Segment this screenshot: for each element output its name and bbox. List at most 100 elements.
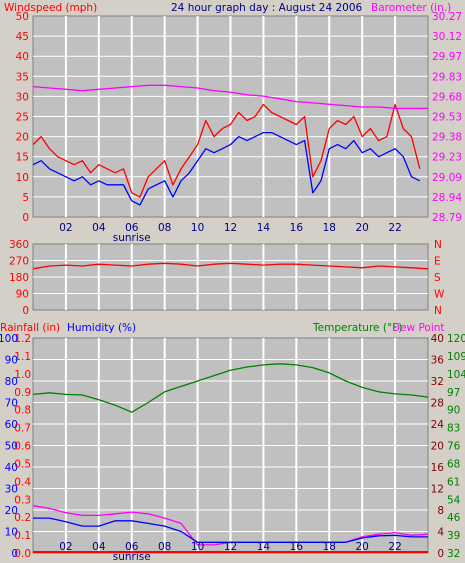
humidity-tick-5: 50 (5, 441, 18, 453)
hour-tick-labels-bottom: 02 04 06 08 10 12 14 16 18 20 22 (59, 541, 402, 553)
temperature-c-tick-9: 36 (431, 355, 445, 367)
compass-tick-1: W (434, 289, 445, 301)
temperature-f-tick-0: 32 (447, 548, 460, 560)
wind-series (32, 84, 428, 206)
temperature-f-tick-11: 109 (447, 351, 465, 363)
temperature-c-tick-8: 32 (431, 376, 444, 388)
rain-humidity-temperature-series (32, 363, 429, 553)
hour-tick-04: 04 (92, 541, 106, 553)
humidity-tick-1: 10 (5, 527, 18, 539)
temperature-f-tick-10: 104 (447, 369, 465, 381)
compass-tick-4: N (434, 239, 442, 251)
barometer-tick-1: 28.94 (432, 192, 462, 204)
wind-gust-line (32, 103, 421, 198)
temperature-c-tick-7: 28 (431, 398, 444, 410)
windspeed-tick-6: 30 (16, 91, 29, 103)
barometer-tick-labels: 28.79 28.94 29.09 29.23 29.38 29.53 29.68 29.83… (432, 11, 462, 224)
hour-tick-14: 14 (257, 222, 271, 234)
hour-tick-16: 16 (290, 222, 304, 234)
windspeed-tick-1: 5 (22, 192, 29, 204)
temperature-f-tick-4: 61 (447, 476, 460, 488)
hour-tick-02: 02 (59, 541, 72, 553)
windspeed-tick-10: 50 (16, 11, 29, 23)
rainfall-tick-4: 0.4 (14, 476, 31, 488)
temperature-c-tick-3: 12 (431, 484, 444, 496)
direction-series (32, 262, 429, 270)
direction-tick-0: 0 (22, 305, 29, 317)
windspeed-label: Windspeed (mph) (4, 2, 97, 14)
temperature-f-tick-8: 90 (447, 405, 460, 417)
barometer-line (32, 84, 428, 110)
direction-tick-3: 270 (9, 256, 29, 268)
rain-humidity-temperature-gridlines (33, 338, 428, 553)
windspeed-tick-7: 35 (16, 71, 29, 83)
temperature-c-tick-10: 40 (431, 333, 444, 345)
hour-tick-20: 20 (355, 222, 368, 234)
temperature-c-tick-4: 16 (431, 462, 445, 474)
rainfall-tick-11: 1.1 (14, 351, 31, 363)
hour-tick-02: 02 (59, 222, 72, 234)
barometer-tick-4: 29.38 (432, 132, 462, 144)
temperature-f-tick-5: 68 (447, 458, 460, 470)
humidity-tick-8: 80 (5, 376, 18, 388)
rainfall-tick-5: 0.5 (14, 458, 31, 470)
temperature-c-tick-2: 8 (437, 505, 444, 517)
direction-degree-tick-labels: 0 90 180 270 360 (9, 239, 29, 317)
humidity-tick-3: 30 (5, 484, 18, 496)
windspeed-tick-8: 40 (16, 51, 29, 63)
windspeed-tick-labels: 0 5 10 15 20 25 30 35 40 45 50 (16, 11, 29, 224)
sunrise-label-bottom: sunrise (113, 551, 151, 563)
hour-tick-20: 20 (355, 541, 368, 553)
hour-tick-14: 14 (257, 541, 271, 553)
temperature-c-tick-1: 4 (437, 527, 444, 539)
wind-average-line (32, 131, 421, 206)
rainfall-tick-8: 0.8 (14, 405, 31, 417)
humidity-tick-7: 70 (5, 398, 18, 410)
rainfall-tick-12: 1.2 (14, 333, 31, 345)
hour-tick-12: 12 (224, 222, 237, 234)
windspeed-tick-3: 15 (16, 152, 29, 164)
windspeed-tick-2: 10 (16, 172, 29, 184)
hour-tick-18: 18 (323, 541, 336, 553)
hour-tick-16: 16 (290, 541, 304, 553)
direction-tick-4: 360 (9, 239, 29, 251)
temperature-celsius-tick-labels: 0 4 8 12 16 20 24 28 32 36 40 (431, 333, 445, 560)
barometer-tick-9: 30.12 (432, 31, 462, 43)
temperature-f-tick-2: 46 (447, 512, 461, 524)
barometer-tick-0: 28.79 (432, 212, 462, 224)
temperature-f-tick-1: 39 (447, 530, 460, 542)
rainfall-tick-10: 1.0 (14, 369, 31, 381)
rainfall-tick-2: 0.2 (14, 512, 31, 524)
barometer-tick-3: 29.23 (432, 152, 462, 164)
hour-tick-08: 08 (158, 541, 171, 553)
hour-tick-18: 18 (323, 222, 336, 234)
temperature-fahrenheit-tick-labels: 32 39 46 54 61 68 76 83 90 97 104 109 120 (447, 333, 465, 560)
hour-tick-labels-top: 02 04 06 08 10 12 14 16 18 20 22 (59, 222, 402, 234)
hour-tick-04: 04 (92, 222, 106, 234)
temperature-label: Temperature (°F) (312, 322, 402, 334)
humidity-tick-0: 0 (11, 548, 18, 560)
rainfall-tick-3: 0.3 (14, 494, 31, 506)
compass-tick-3: E (434, 256, 441, 268)
wind-gridlines (33, 16, 428, 217)
rainfall-tick-6: 0.6 (14, 441, 31, 453)
humidity-tick-6: 60 (5, 419, 18, 431)
hour-tick-06: 06 (125, 222, 139, 234)
barometer-tick-8: 29.97 (432, 51, 462, 63)
windspeed-tick-4: 20 (16, 132, 29, 144)
temperature-f-tick-6: 76 (447, 441, 461, 453)
wind-direction-line (32, 262, 429, 270)
hour-tick-22: 22 (388, 541, 401, 553)
temperature-line (32, 363, 429, 413)
compass-tick-0: N (434, 305, 442, 317)
hour-tick-10: 10 (191, 222, 204, 234)
barometer-tick-5: 29.53 (432, 112, 462, 124)
hour-tick-22: 22 (388, 222, 401, 234)
windspeed-tick-9: 45 (16, 31, 29, 43)
humidity-tick-10: 100 (0, 333, 18, 345)
temperature-c-tick-0: 0 (437, 548, 444, 560)
windspeed-tick-5: 25 (16, 112, 29, 124)
temperature-f-tick-7: 83 (447, 423, 460, 435)
barometer-tick-7: 29.83 (432, 71, 462, 83)
